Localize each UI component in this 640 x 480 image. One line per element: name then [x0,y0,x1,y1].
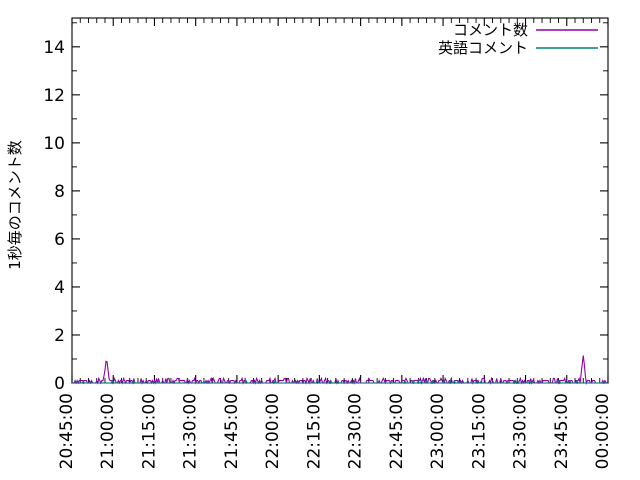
y-tick-label: 0 [54,374,65,394]
x-tick-label: 23:00:00 [428,393,448,469]
x-tick-label: 20:45:00 [57,393,77,469]
y-tick-label: 2 [54,326,65,346]
x-tick-label: 22:00:00 [263,393,283,469]
legend-label-1: コメント数 [453,21,528,39]
y-axis-title: 1秒毎のコメント数 [6,140,24,270]
x-tick-label: 22:30:00 [346,393,366,469]
x-tick-label: 21:30:00 [181,393,201,469]
x-tick-label: 23:45:00 [552,393,572,469]
y-tick-label: 4 [54,278,65,298]
x-tick-label: 22:15:00 [304,393,324,469]
x-axis-ticks: 20:45:00 21:00:00 21:15:00 21:30:00 21:45:00… [57,18,613,469]
data-series-group [72,355,609,386]
plot-frame [71,17,609,384]
x-tick-label: 23:30:00 [511,393,531,469]
x-tick-label: 21:15:00 [139,393,159,469]
x-tick-label: 23:15:00 [469,393,489,469]
y-tick-label: 14 [43,38,65,58]
y-tick-label: 12 [43,86,65,106]
series-line-2 [72,379,608,384]
y-tick-label: 6 [54,230,65,250]
y-tick-label: 10 [43,134,65,154]
legend-label-2: 英語コメント [438,39,528,57]
x-tick-label: 21:45:00 [222,393,242,469]
x-tick-label: 22:45:00 [387,393,407,469]
series-line-1 [72,355,609,386]
y-tick-label: 8 [54,182,65,202]
x-tick-label: 21:00:00 [98,393,118,469]
y-axis-ticks: 0 2 4 6 8 10 12 14 [43,22,608,394]
x-tick-label: 00:00:00 [593,393,613,469]
